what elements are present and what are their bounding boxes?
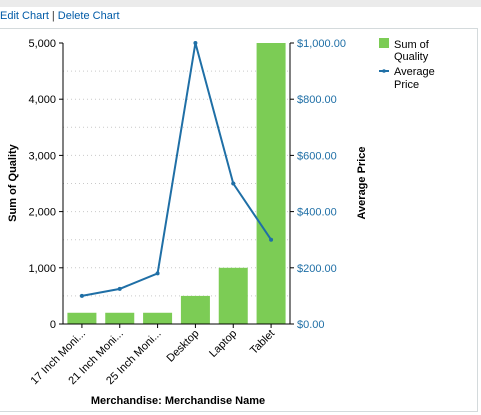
right-tick-label: $800.00	[297, 94, 337, 106]
bar	[143, 312, 173, 324]
right-tick-label: $600.00	[297, 150, 337, 162]
legend-label-average-price: Average	[394, 66, 435, 78]
line-path	[81, 42, 272, 297]
legend-label-average-price-line2: Price	[394, 79, 419, 91]
right-y-ticks: $0.00 $200.00 $400.00 $600.00 $800.00 $1,000.…	[290, 38, 346, 331]
bar	[105, 312, 135, 324]
x-tick-label: Tablet	[248, 328, 277, 357]
line-point	[117, 286, 122, 291]
bar	[218, 267, 248, 324]
delete-chart-link[interactable]: Delete Chart	[57, 10, 120, 22]
action-separator: |	[51, 10, 55, 22]
legend-swatch-average-price-dot	[382, 69, 386, 73]
left-tick-label: 4,000	[28, 94, 56, 106]
chart-actions: Edit Chart | Delete Chart	[0, 10, 120, 26]
line-point	[193, 41, 198, 45]
left-tick-label: 5,000	[28, 38, 56, 50]
bar	[180, 295, 210, 324]
left-tick-label: 0	[50, 319, 56, 331]
x-tick-label: Desktop	[165, 328, 202, 365]
gridlines	[63, 70, 290, 297]
x-ticks: 17 Inch Moni...21 Inch Moni...25 Inch Mo…	[29, 324, 277, 387]
line-point	[155, 271, 160, 276]
chart-panel	[0, 28, 478, 412]
axes	[62, 43, 291, 325]
legend-label-sum-of-quality: Sum of	[394, 39, 430, 51]
right-tick-label: $200.00	[297, 263, 337, 275]
line-point	[231, 181, 236, 186]
left-y-ticks: 0 1,000 2,000 3,000 4,000 5,000	[28, 38, 63, 331]
legend-swatch-sum-of-quality	[379, 38, 389, 48]
x-axis-title: Merchandise: Merchandise Name	[91, 395, 265, 407]
left-tick-label: 2,000	[28, 207, 56, 219]
bar-series	[67, 43, 286, 324]
right-tick-label: $1,000.00	[297, 38, 346, 50]
bar	[256, 43, 286, 324]
line-series	[79, 41, 274, 298]
legend-label-sum-of-quality-line2: Quality	[394, 51, 429, 63]
line-point	[269, 237, 274, 242]
right-tick-label: $400.00	[297, 207, 337, 219]
left-tick-label: 3,000	[28, 150, 56, 162]
x-tick-label: Laptop	[207, 328, 239, 360]
edit-chart-link[interactable]: Edit Chart	[0, 10, 49, 22]
right-y-axis-title: Average Price	[356, 147, 368, 220]
line-point	[79, 293, 84, 298]
y-axis-title: Sum of Quality	[7, 143, 19, 222]
legend: Sum of Quality Average Price	[379, 38, 435, 91]
right-tick-label: $0.00	[297, 319, 325, 331]
top-band	[0, 0, 481, 7]
bar	[67, 312, 97, 324]
left-tick-label: 1,000	[28, 263, 56, 275]
